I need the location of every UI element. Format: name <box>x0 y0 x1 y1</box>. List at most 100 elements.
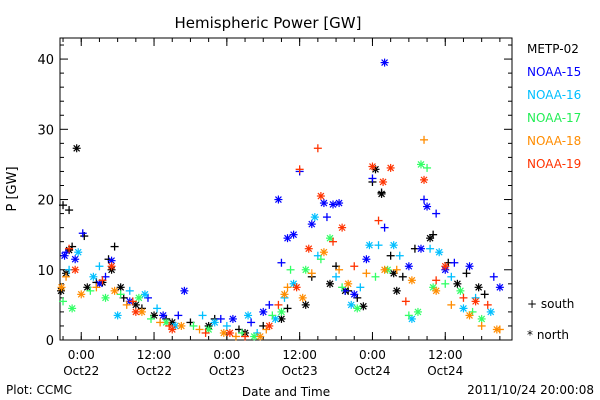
data-point-south <box>189 321 198 330</box>
y-axis: 0 10 20 30 40 <box>37 44 512 349</box>
data-point-south <box>147 314 156 323</box>
data-point-south <box>98 276 107 285</box>
legend-entry: NOAA-19 <box>527 157 582 171</box>
data-point-south <box>174 311 183 320</box>
data-point-south <box>277 258 286 267</box>
data-point-south <box>420 195 429 204</box>
data-point-north <box>435 248 444 257</box>
data-point-south <box>432 209 441 218</box>
data-point-south <box>426 244 435 253</box>
data-point-north <box>392 286 401 295</box>
plot-credit: Plot: CCMC <box>6 383 72 397</box>
data-point-south <box>92 283 101 292</box>
x-tick-label-time: 0:00 <box>213 348 240 362</box>
data-point-north <box>380 265 389 274</box>
data-point-south <box>86 286 95 295</box>
data-point-north <box>307 220 316 229</box>
legend-entry: NOAA-17 <box>527 111 582 125</box>
data-point-north <box>416 160 425 169</box>
data-point-north <box>477 314 486 323</box>
data-point-north <box>277 307 286 316</box>
data-point-north <box>107 262 116 271</box>
data-point-south <box>392 265 401 274</box>
data-point-north <box>140 290 149 299</box>
data-point-south <box>65 244 74 253</box>
data-point-south <box>156 318 165 327</box>
x-tick-label-date: Oct22 <box>63 364 99 378</box>
data-point-south <box>335 265 344 274</box>
data-point-north <box>353 304 362 313</box>
data-point-south <box>459 293 468 302</box>
data-point-north <box>283 234 292 243</box>
data-point-north <box>113 311 122 320</box>
data-point-south <box>268 311 277 320</box>
data-point-north <box>259 307 268 316</box>
x-tick-label-date: Oct23 <box>282 364 318 378</box>
data-point-north <box>89 272 98 281</box>
data-point-north <box>301 300 310 309</box>
data-point-south <box>125 286 134 295</box>
data-point-south <box>362 269 371 278</box>
data-points <box>57 58 504 341</box>
data-point-north <box>495 283 504 292</box>
data-point-south <box>398 272 407 281</box>
data-point-north <box>244 311 253 320</box>
marker-legend-entry: * north <box>527 328 570 342</box>
data-point-north <box>416 244 425 253</box>
data-point-north <box>265 321 274 330</box>
data-point-south <box>59 297 68 306</box>
data-point-north <box>134 293 143 302</box>
data-point-south <box>462 269 471 278</box>
data-point-north <box>280 290 289 299</box>
data-point-north <box>319 199 328 208</box>
x-axis-label: Date and Time <box>242 385 330 399</box>
x-tick-label-date: Oct22 <box>136 364 172 378</box>
data-point-south <box>222 321 231 330</box>
data-point-north <box>168 325 177 334</box>
data-point-south <box>480 290 489 299</box>
y-tick-label: 0 <box>46 334 54 349</box>
data-point-south <box>423 163 432 172</box>
x-tick-label-time: 12:00 <box>428 348 463 362</box>
data-point-north <box>68 304 77 313</box>
data-point-north <box>389 241 398 250</box>
data-point-north <box>228 314 237 323</box>
data-point-south <box>241 332 250 341</box>
data-point-south <box>374 216 383 225</box>
x-tick-label-time: 12:00 <box>137 348 172 362</box>
y-tick-label: 30 <box>37 123 54 138</box>
data-point-north <box>420 175 429 184</box>
data-point-north <box>465 311 474 320</box>
data-point-south <box>65 206 74 215</box>
data-point-north <box>474 283 483 292</box>
data-point-north <box>225 328 234 337</box>
data-point-north <box>471 297 480 306</box>
data-point-north <box>344 279 353 288</box>
data-point-south <box>386 251 395 260</box>
legend-entry: NOAA-18 <box>527 134 582 148</box>
data-point-south <box>447 272 456 281</box>
data-point-north <box>177 321 186 330</box>
data-point-north <box>292 283 301 292</box>
data-point-north <box>362 255 371 264</box>
chart-title: Hemispheric Power [GW] <box>175 14 362 32</box>
data-point-south <box>380 223 389 232</box>
legend-entry: NOAA-16 <box>527 88 582 102</box>
data-point-north <box>368 162 377 171</box>
data-point-north <box>379 177 388 186</box>
data-point-north <box>423 202 432 211</box>
data-point-south <box>286 265 295 274</box>
data-point-north <box>116 283 125 292</box>
data-point-south <box>110 242 119 251</box>
data-point-south <box>329 237 338 246</box>
data-point-north <box>204 325 213 334</box>
data-point-north <box>310 213 319 222</box>
data-point-south <box>477 321 486 330</box>
data-point-south <box>420 135 429 144</box>
data-point-south <box>265 300 274 309</box>
data-point-south <box>322 213 331 222</box>
data-point-south <box>283 304 292 313</box>
data-point-north <box>347 300 356 309</box>
data-point-north <box>72 144 81 153</box>
